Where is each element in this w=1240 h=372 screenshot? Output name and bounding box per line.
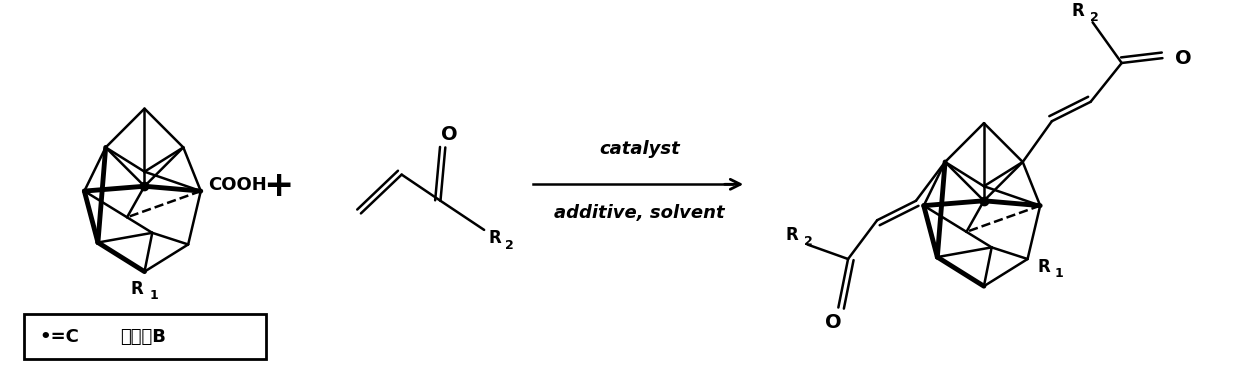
Text: additive, solvent: additive, solvent [554,204,724,222]
Text: 2: 2 [1090,11,1099,24]
Text: O: O [1176,49,1192,68]
Text: R: R [489,229,501,247]
Polygon shape [24,314,265,359]
Text: 1: 1 [150,289,159,302]
Text: 2: 2 [805,235,813,248]
Text: •=C: •=C [40,328,79,346]
Text: R: R [1038,258,1050,276]
Text: catalyst: catalyst [599,140,680,158]
Text: +: + [263,169,294,203]
Text: O: O [441,125,458,144]
Text: 1: 1 [1055,267,1064,280]
Text: 2: 2 [506,239,515,252]
Text: 其他＝B: 其他＝B [120,328,166,346]
Text: COOH: COOH [208,176,268,194]
Text: R: R [1071,1,1084,20]
Text: R: R [130,280,143,298]
Text: R: R [786,226,799,244]
Text: O: O [825,312,842,331]
